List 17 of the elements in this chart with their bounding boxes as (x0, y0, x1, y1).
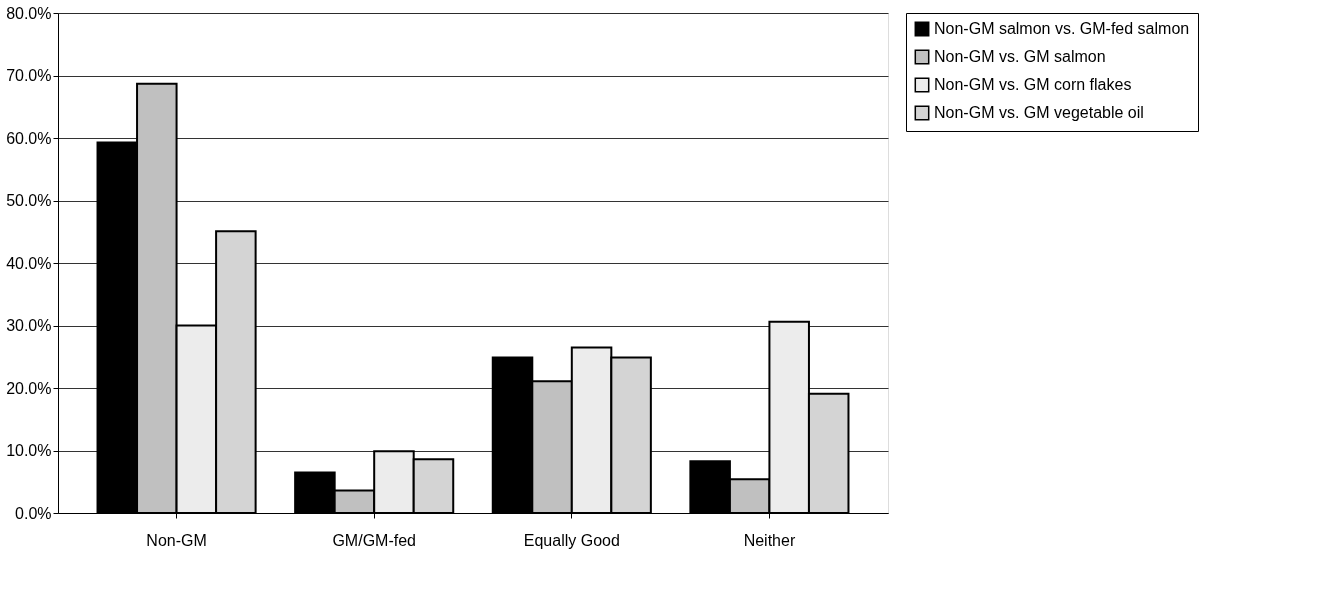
legend-label: Non-GM vs. GM vegetable oil (934, 104, 1144, 121)
x-tick-label: Neither (743, 531, 796, 549)
y-tick-label: 50.0% (6, 192, 52, 209)
y-tick-label: 30.0% (6, 317, 52, 334)
y-tick-label: 70.0% (6, 67, 52, 84)
x-tick-label: Non-GM (146, 531, 207, 549)
y-tick-label: 20.0% (6, 379, 52, 397)
x-tick-label: GM/GM-fed (332, 531, 416, 549)
legend-label: Non-GM vs. GM corn flakes (934, 76, 1132, 93)
legend-label: Non-GM salmon vs. GM-fed salmon (934, 20, 1190, 37)
y-tick-label: 40.0% (6, 254, 52, 272)
y-tick-label: 0.0% (15, 504, 52, 522)
legend-label: Non-GM vs. GM salmon (934, 48, 1106, 65)
y-tick-label: 10.0% (6, 442, 52, 459)
y-tick-label: 80.0% (6, 4, 52, 22)
y-tick-label: 60.0% (6, 129, 52, 147)
x-tick-label: Equally Good (523, 531, 620, 549)
